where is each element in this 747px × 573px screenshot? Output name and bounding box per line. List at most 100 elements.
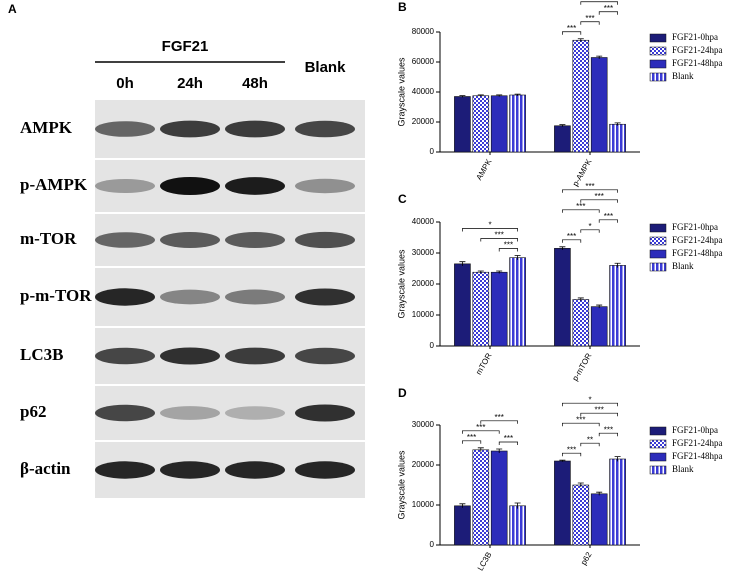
row-label: β-actin (20, 459, 71, 478)
panel-label: A (8, 2, 17, 16)
blot-band (160, 289, 220, 305)
bar (454, 96, 471, 153)
legend-swatch (649, 465, 667, 475)
panel-label: C (398, 192, 407, 206)
legend-swatch (649, 236, 667, 246)
bar (554, 248, 571, 347)
error-bar (477, 447, 484, 452)
error-bar (496, 448, 503, 453)
legend-label: FGF21-24hpa (672, 235, 723, 245)
y-tick-label: 60000 (412, 57, 435, 66)
row-label: p62 (20, 402, 46, 421)
error-bar (496, 270, 503, 274)
legend-swatch (649, 33, 667, 43)
significance-label: *** (585, 14, 594, 23)
legend-label: FGF21-48hpa (672, 58, 723, 68)
legend-swatch (649, 46, 667, 56)
blot-band (225, 406, 285, 420)
significance-bracket (580, 199, 618, 203)
blot-band (225, 120, 285, 138)
panel-label: B (398, 0, 407, 14)
significance-bracket (598, 432, 618, 437)
legend-label: FGF21-24hpa (672, 45, 723, 55)
error-bar (577, 297, 584, 302)
row-label: p-AMPK (20, 175, 88, 194)
error-bar (614, 122, 621, 126)
error-bar (596, 304, 603, 309)
blot-band (160, 461, 220, 479)
legend-swatch (649, 452, 667, 462)
significance-bracket (580, 21, 600, 25)
x-tick-label: LC3B (476, 551, 494, 573)
bar (590, 493, 608, 546)
error-bar (596, 55, 603, 59)
bar (590, 306, 608, 347)
bar (490, 271, 508, 347)
bar (572, 299, 590, 347)
bar (609, 265, 626, 347)
significance-label: ** (587, 435, 593, 444)
blot-band (225, 461, 285, 479)
blot-band (295, 461, 355, 479)
legend-swatch (649, 439, 667, 449)
significance-label: *** (604, 425, 613, 434)
significance-bracket (498, 441, 518, 445)
row-label: LC3B (20, 345, 63, 364)
blot-band (160, 120, 220, 138)
blot-band (95, 232, 155, 248)
error-bar (559, 459, 566, 462)
blot-band (95, 121, 155, 137)
legend-label: Blank (672, 71, 694, 81)
y-tick-label: 30000 (412, 420, 435, 429)
significance-label: *** (595, 405, 604, 414)
legend-label: Blank (672, 464, 694, 474)
bar (572, 484, 590, 546)
blot-band (95, 178, 155, 194)
significance-bracket (480, 420, 518, 424)
y-tick-label: 0 (430, 341, 435, 350)
y-tick-label: 10000 (412, 310, 435, 319)
lane-label: 24h (177, 75, 203, 92)
error-bar (477, 94, 484, 97)
bar (490, 95, 508, 153)
legend-label: FGF21-48hpa (672, 248, 723, 258)
bar (472, 449, 490, 546)
lane-label: Blank (305, 59, 347, 76)
significance-label: *** (604, 212, 613, 221)
legend-label: FGF21-0hpa (672, 222, 718, 232)
significance-bracket (462, 440, 482, 444)
significance-bracket (498, 248, 518, 252)
blot-band (160, 177, 220, 195)
x-tick-label: AMPK (474, 157, 493, 182)
bar (472, 95, 490, 153)
blot-band (295, 120, 355, 138)
bar (472, 271, 490, 347)
y-axis-label: Grayscale values (396, 450, 406, 520)
blot-band (160, 406, 220, 420)
significance-label: *** (495, 231, 504, 240)
significance-label: *** (585, 182, 594, 191)
error-bar (559, 124, 566, 127)
blot-band (225, 347, 285, 365)
significance-label: *** (567, 232, 576, 241)
significance-bracket (580, 1, 618, 5)
x-tick-label: p62 (579, 550, 594, 567)
error-bar (514, 255, 521, 260)
y-tick-label: 30000 (412, 248, 435, 257)
bar (609, 123, 626, 153)
legend-label: FGF21-0hpa (672, 425, 718, 435)
significance-bracket (462, 430, 500, 434)
significance-bracket (562, 402, 618, 407)
error-bar (514, 93, 521, 96)
y-tick-label: 20000 (412, 460, 435, 469)
bar (590, 57, 608, 153)
significance-label: * (588, 222, 591, 231)
error-bar (614, 262, 621, 268)
lane-label: 0h (116, 75, 134, 92)
bar (509, 94, 526, 153)
blot-band (160, 232, 220, 248)
y-tick-label: 40000 (412, 87, 435, 96)
significance-label: *** (567, 24, 576, 33)
error-bar (459, 503, 466, 508)
